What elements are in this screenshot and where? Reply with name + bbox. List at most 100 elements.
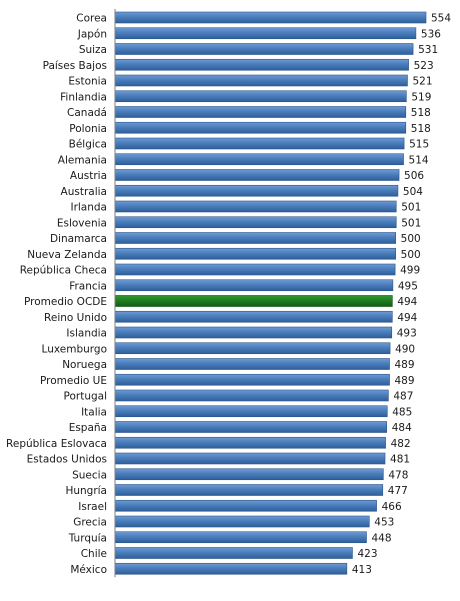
value-label: 481 [390, 454, 410, 466]
bar-21 [114, 342, 391, 355]
category-label: Promedio UE [40, 375, 107, 387]
value-label: 484 [392, 422, 412, 434]
bar-32 [114, 515, 370, 528]
value-label: 523 [414, 60, 434, 72]
category-label: Hungría [65, 485, 107, 497]
category-label: Portugal [64, 391, 108, 403]
category-label: Países Bajos [43, 60, 107, 72]
value-label: 518 [411, 123, 431, 135]
bar-10 [114, 169, 400, 181]
bar-19 [114, 310, 393, 323]
bar-2 [114, 43, 414, 55]
bar-34 [114, 547, 353, 559]
category-label: Chile [81, 548, 107, 560]
value-label: 501 [401, 202, 421, 214]
value-label: 536 [421, 28, 441, 40]
bar-16 [114, 263, 396, 276]
value-label: 500 [401, 233, 421, 245]
bar-24 [114, 389, 389, 402]
bar-0 [114, 11, 427, 24]
bar-35 [114, 562, 348, 575]
value-label: 506 [404, 170, 424, 182]
category-label: Turquía [68, 532, 107, 544]
category-label: Grecia [73, 517, 107, 529]
value-label: 500 [401, 249, 421, 261]
bar-28 [114, 452, 386, 465]
bar-15 [114, 247, 396, 260]
value-label: 531 [418, 44, 438, 56]
value-label: 490 [395, 343, 415, 355]
value-label: 521 [412, 76, 432, 88]
value-label: 514 [409, 154, 429, 166]
bar-6 [114, 106, 407, 118]
category-label: Irlanda [70, 202, 107, 214]
value-label: 495 [398, 280, 418, 292]
value-label: 501 [401, 217, 421, 229]
bar-29 [114, 468, 384, 481]
value-label: 448 [371, 532, 391, 544]
category-label: Israel [78, 501, 107, 513]
bar-3 [114, 58, 409, 71]
value-label: 494 [397, 312, 417, 324]
value-label: 499 [400, 265, 420, 277]
bar-33 [114, 531, 367, 544]
bar-26 [114, 421, 388, 433]
category-label: Islandia [66, 328, 107, 340]
category-label: Luxemburgo [42, 343, 107, 355]
category-label: Alemania [58, 154, 107, 166]
category-label: México [70, 564, 107, 576]
bar-13 [114, 216, 397, 229]
category-label: Polonia [69, 123, 107, 135]
value-label: 489 [395, 359, 415, 371]
bar-14 [114, 232, 396, 244]
category-label: Bélgica [69, 139, 107, 151]
bar-17 [114, 279, 394, 292]
value-label: 423 [357, 548, 377, 560]
value-label: 504 [403, 186, 423, 198]
category-label: Canadá [67, 107, 107, 119]
value-label: 489 [395, 375, 415, 387]
category-label: Noruega [62, 359, 107, 371]
category-label: Dinamarca [50, 233, 107, 245]
bar-1 [114, 27, 417, 40]
category-label: Suiza [79, 44, 107, 56]
category-label: España [69, 422, 107, 434]
category-label: Estados Unidos [27, 454, 107, 466]
bar-11 [114, 184, 399, 197]
bar-9 [114, 153, 404, 166]
category-label: Eslovenia [57, 217, 107, 229]
category-label: Corea [76, 13, 107, 25]
category-label: República Eslovaca [6, 438, 107, 450]
value-label: 485 [392, 406, 412, 418]
category-label: Francia [69, 280, 107, 292]
value-label: 413 [352, 564, 372, 576]
category-label: República Checa [20, 265, 107, 277]
value-label: 494 [397, 296, 417, 308]
category-label: Suecia [72, 469, 107, 481]
category-label: Austria [70, 170, 107, 182]
value-label: 493 [397, 328, 417, 340]
value-label: 482 [391, 438, 411, 450]
bar-30 [114, 484, 384, 496]
bar-18 [114, 295, 393, 307]
value-label: 453 [374, 517, 394, 529]
category-label: Reino Unido [44, 312, 107, 324]
bar-31 [114, 499, 377, 512]
bar-20 [114, 326, 393, 339]
bar-23 [114, 373, 390, 386]
value-label: 466 [382, 501, 402, 513]
category-label: Australia [61, 186, 107, 198]
bar-27 [114, 436, 386, 449]
category-label: Promedio OCDE [24, 296, 107, 308]
category-label: Estonia [68, 76, 107, 88]
category-label: Finlandia [60, 91, 107, 103]
value-label: 554 [431, 13, 451, 25]
value-label: 519 [411, 91, 431, 103]
value-label: 487 [393, 391, 413, 403]
bar-7 [114, 121, 407, 134]
value-label: 477 [388, 485, 408, 497]
bar-12 [114, 200, 397, 213]
bar-4 [114, 74, 408, 87]
bar-22 [114, 358, 390, 370]
